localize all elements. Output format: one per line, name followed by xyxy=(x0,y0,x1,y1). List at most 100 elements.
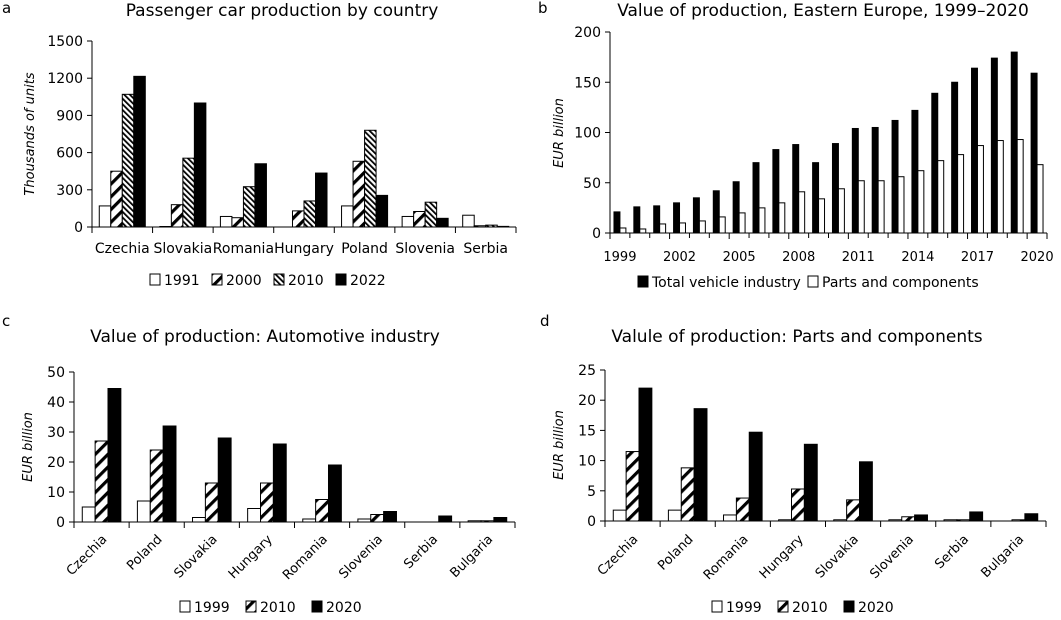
bar-2006-parts-and-components xyxy=(758,207,766,234)
bar-hungary-2010 xyxy=(260,482,274,523)
panel-a-chart: a Passenger car production by country Thou… xyxy=(2,0,517,289)
bar-czechia-2010 xyxy=(625,451,640,522)
bar-romania-2010 xyxy=(242,186,256,228)
legend-item: 2010 xyxy=(777,600,828,616)
x-tick-label: 2005 xyxy=(723,250,756,265)
x-tick-label: Slovenia xyxy=(336,532,386,582)
bar-2010-parts-and-components xyxy=(837,188,845,234)
chart-title: Value of production: Automotive industry xyxy=(90,327,440,347)
bar-2016-parts-and-components xyxy=(957,154,965,234)
bar-2013-total-vehicle-industry xyxy=(891,119,899,234)
bar-2000-parts-and-components xyxy=(639,228,647,234)
y-tick-label: 0 xyxy=(74,220,83,236)
bar-2008-total-vehicle-industry xyxy=(792,144,800,234)
legend-swatch xyxy=(335,273,347,286)
bar-2005-parts-and-components xyxy=(738,212,746,234)
bar-2011-parts-and-components xyxy=(857,180,865,234)
bar-slovenia-1999 xyxy=(888,519,903,522)
bar-czechia-2010 xyxy=(94,440,109,523)
bar-2019-total-vehicle-industry xyxy=(1010,51,1018,234)
bar-slovakia-1991 xyxy=(159,226,172,228)
bar-serbia-2022 xyxy=(496,225,510,228)
y-tick-label: 30 xyxy=(47,425,65,441)
legend-label: 2010 xyxy=(792,600,828,616)
bar-2007-total-vehicle-industry xyxy=(772,149,780,234)
legend-label: 1991 xyxy=(164,273,200,289)
legend-item: 1999 xyxy=(179,600,230,616)
x-tick-label: Romania xyxy=(280,532,331,583)
bar-romania-1999 xyxy=(723,514,737,522)
bar-serbia-2000 xyxy=(473,225,487,228)
x-tick-label: Serbia xyxy=(932,532,972,572)
bar-romania-2020 xyxy=(748,431,763,522)
bar-1999-parts-and-components xyxy=(619,227,627,234)
bar-2002-parts-and-components xyxy=(679,222,686,234)
legend-swatch xyxy=(777,600,789,613)
panel-c-chart: c Value of production: Automotive industr… xyxy=(2,312,516,616)
y-axis-label: EUR billion xyxy=(552,98,567,168)
bar-2001-total-vehicle-industry xyxy=(653,205,661,234)
legend-swatch xyxy=(179,600,191,613)
x-tick-label: Slovakia xyxy=(813,532,862,581)
chart-title: Valule of production: Parts and componen… xyxy=(611,327,982,347)
bar-2020-total-vehicle-industry xyxy=(1030,72,1038,234)
bar-2004-parts-and-components xyxy=(718,216,726,234)
bar-czechia-1999 xyxy=(81,506,96,523)
x-tick-label: 2017 xyxy=(961,250,994,265)
legend-swatch xyxy=(245,600,257,613)
legend-item: 2020 xyxy=(843,600,894,616)
y-tick-label: 100 xyxy=(574,126,601,142)
bar-bulgaria-2010 xyxy=(480,520,495,523)
bar-2014-parts-and-components xyxy=(917,170,925,234)
chart-title: Value of production, Eastern Europe, 199… xyxy=(617,1,1029,21)
x-tick-label: Poland xyxy=(655,532,696,573)
legend-item: 2010 xyxy=(273,273,324,289)
bar-serbia-2020 xyxy=(438,515,453,523)
bar-poland-2020 xyxy=(162,425,177,523)
x-tick-label: 2011 xyxy=(842,250,875,265)
bar-2010-total-vehicle-industry xyxy=(831,143,839,234)
legend-label: 2010 xyxy=(260,600,296,616)
legend-swatch xyxy=(711,600,723,613)
legend-label: Total vehicle industry xyxy=(651,275,801,291)
panel-b-chart: b Value of production, Eastern Europe, 19… xyxy=(538,0,1054,291)
legend-label: 2000 xyxy=(226,273,262,289)
legend-swatch xyxy=(311,600,323,613)
bar-2003-parts-and-components xyxy=(698,220,706,234)
x-tick-label: Slovenia xyxy=(867,532,917,582)
bar-slovenia-2020 xyxy=(383,511,397,523)
x-tick-label: Bulgaria xyxy=(979,532,1028,581)
bar-hungary-2000 xyxy=(291,210,305,228)
legend-item: 2020 xyxy=(311,600,362,616)
x-tick-label: Bulgaria xyxy=(448,532,497,581)
bar-2020-parts-and-components xyxy=(1036,164,1044,234)
bar-slovakia-2010 xyxy=(182,157,195,228)
x-tick-label: Slovakia xyxy=(153,241,212,257)
bar-poland-2022 xyxy=(375,194,389,228)
bar-slovakia-1999 xyxy=(192,517,206,523)
bar-2003-total-vehicle-industry xyxy=(692,197,700,234)
x-tick-label: Slovenia xyxy=(395,241,455,257)
legend-label: Parts and components xyxy=(822,275,979,291)
legend-label: 2022 xyxy=(350,273,386,289)
y-tick-label: 20 xyxy=(578,393,596,409)
bar-2011-total-vehicle-industry xyxy=(851,127,859,234)
bar-hungary-2022 xyxy=(315,172,328,228)
x-tick-label: Hungary xyxy=(226,532,276,582)
bar-2017-parts-and-components xyxy=(976,145,984,234)
bar-hungary-2020 xyxy=(272,443,287,523)
bar-2008-parts-and-components xyxy=(798,191,806,234)
bar-czechia-2020 xyxy=(107,388,122,523)
bar-poland-2010 xyxy=(149,449,164,523)
bar-serbia-1999 xyxy=(943,519,958,522)
bar-slovenia-2010 xyxy=(370,514,385,523)
x-tick-label: 2014 xyxy=(901,250,934,265)
bar-serbia-1991 xyxy=(462,214,475,228)
x-tick-label: Czechia xyxy=(95,241,150,257)
chart-title: Passenger car production by country xyxy=(126,1,439,21)
bar-czechia-2022 xyxy=(133,75,146,228)
bar-poland-1991 xyxy=(341,205,354,228)
x-tick-label: Poland xyxy=(341,241,388,257)
y-tick-label: 10 xyxy=(578,454,596,470)
bar-czechia-2010 xyxy=(121,93,135,228)
